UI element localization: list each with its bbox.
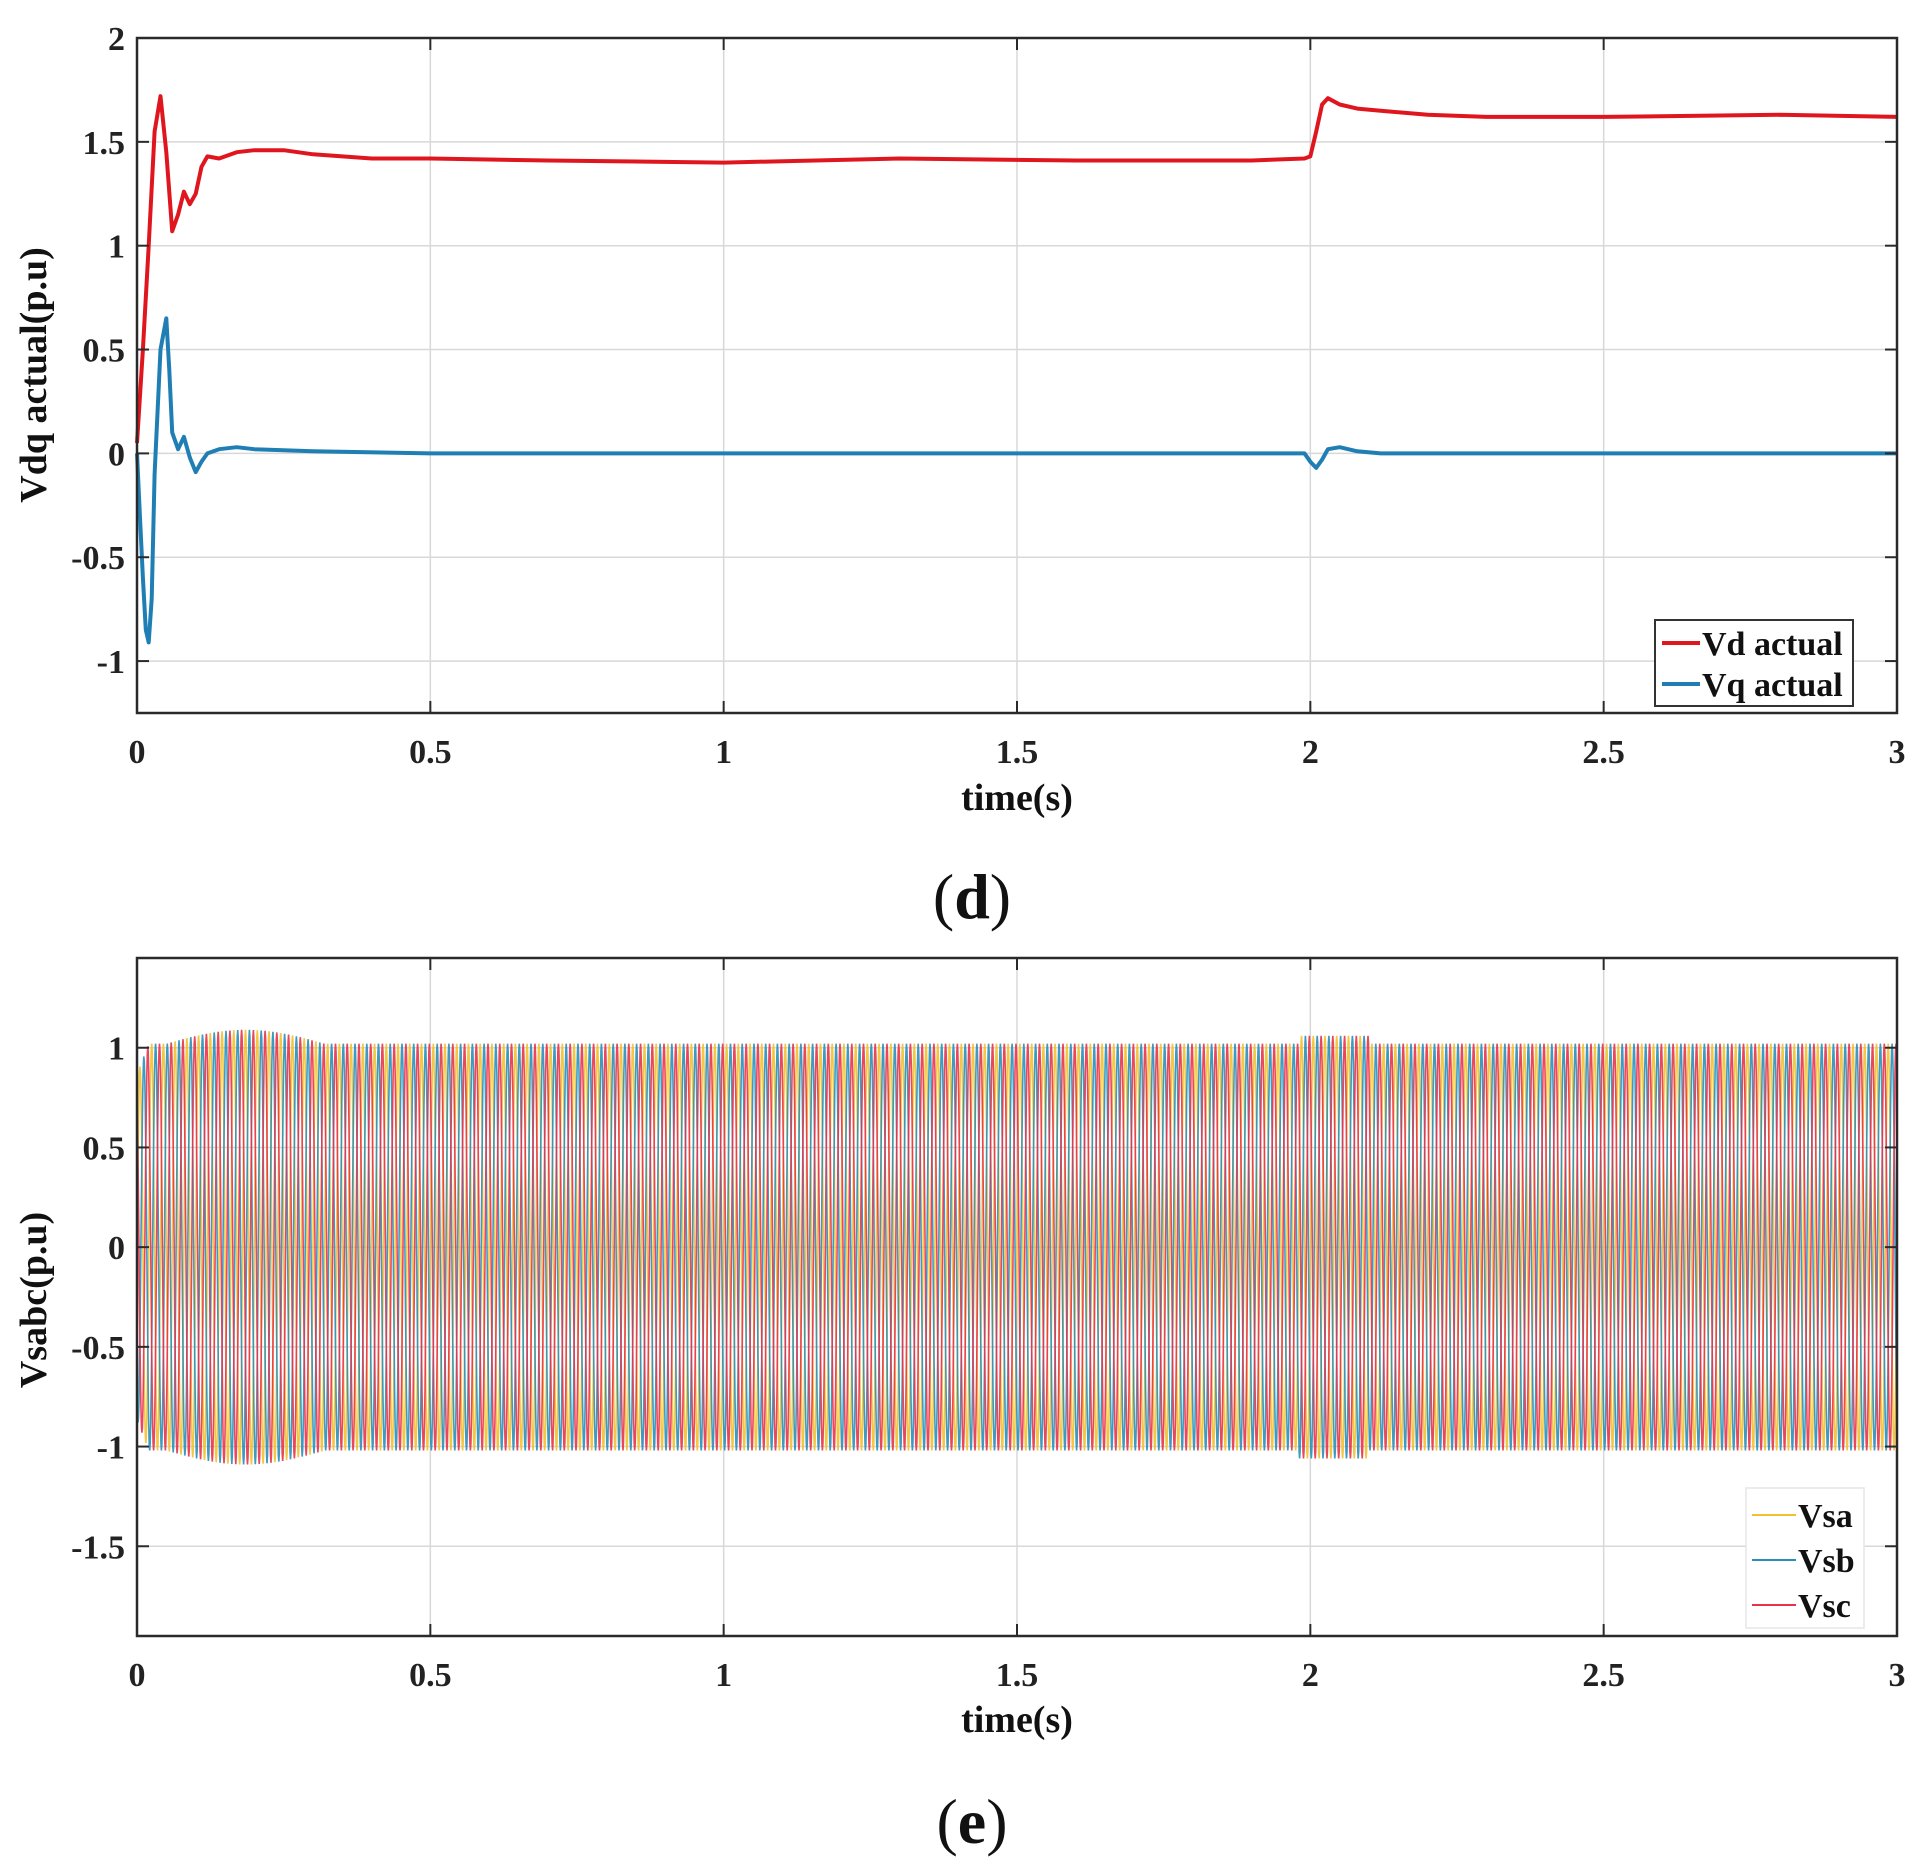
- panel-caption-d: (d): [933, 861, 1011, 932]
- legend-label-vsb: Vsb: [1798, 1543, 1855, 1580]
- caption-letter-e: e: [958, 1786, 986, 1857]
- y-tick-label-d-0: -1: [97, 644, 125, 681]
- series-line-vd-actual: [135, 94, 1898, 444]
- caption-close-d: ): [990, 861, 1011, 932]
- y-ticks-e: -1.5 -1 -0.5 0 0.5 1: [71, 1031, 1897, 1566]
- caption-open-d: (: [933, 861, 954, 932]
- series-line-vsc: [136, 1029, 1898, 1465]
- legend-label-vsc: Vsc: [1798, 1588, 1851, 1625]
- series-line-vsb: [136, 1029, 1898, 1465]
- x-ticks-d: 0 0.5 1 1.5 2 2.5 3: [129, 38, 1906, 771]
- legend-label-vsa: Vsa: [1798, 1498, 1853, 1535]
- series-line-vq-actual: [135, 316, 1897, 645]
- x-tick-label-d-6: 3: [1889, 734, 1906, 771]
- legend-d: Vd actual Vq actual: [1654, 619, 1854, 707]
- legend-label-vd: Vd actual: [1702, 626, 1843, 663]
- y-tick-label-d-2: 0: [108, 436, 125, 473]
- x-tick-label-d-1: 0.5: [409, 734, 452, 771]
- x-axis-title-d: time(s): [961, 777, 1073, 819]
- x-tick-label-e-3: 1.5: [996, 1657, 1039, 1694]
- series-group-e: [136, 1029, 1898, 1465]
- y-axis-title-d: Vdq actual(p.u): [13, 247, 55, 503]
- y-tick-label-d-5: 1.5: [83, 125, 126, 162]
- x-tick-label-d-3: 1.5: [996, 734, 1039, 771]
- y-tick-label-e-4: 0.5: [83, 1130, 126, 1167]
- y-tick-label-d-3: 0.5: [83, 333, 126, 370]
- chart-panel-e: 0 0.5 1 1.5 2 2.5 3 -1.5 -1 -0.5 0 0.5 1 time(s) Vs…: [13, 956, 1906, 1857]
- y-tick-label-d-4: 1: [108, 229, 125, 266]
- x-ticks-e: 0 0.5 1 1.5 2 2.5 3: [129, 958, 1906, 1694]
- y-axis-title-e: Vsabc(p.u): [13, 1212, 55, 1388]
- x-tick-label-e-2: 1: [715, 1657, 732, 1694]
- caption-letter-d: d: [954, 861, 990, 932]
- y-tick-label-d-6: 2: [108, 21, 125, 58]
- chart-panel-d: 0 0.5 1 1.5 2 2.5 3 -1 -0.5 0 0.5 1 1.5 2 time(s) Vd…: [13, 21, 1906, 932]
- x-tick-label-e-6: 3: [1889, 1657, 1906, 1694]
- series-group-d: [135, 94, 1898, 645]
- legend-box-d: [1654, 619, 1854, 707]
- caption-close-e: ): [986, 1786, 1007, 1857]
- y-tick-label-e-1: -1: [97, 1430, 125, 1467]
- series-line-vsa: [136, 1029, 1898, 1465]
- x-tick-label-e-4: 2: [1302, 1657, 1319, 1694]
- y-tick-label-e-3: 0: [108, 1230, 125, 1267]
- x-tick-label-d-4: 2: [1302, 734, 1319, 771]
- x-tick-label-e-1: 0.5: [409, 1657, 452, 1694]
- legend-e: Vsa Vsb Vsc: [1745, 1487, 1865, 1629]
- x-tick-label-e-0: 0: [129, 1657, 146, 1694]
- x-tick-label-d-5: 2.5: [1582, 734, 1625, 771]
- legend-label-vq: Vq actual: [1702, 667, 1843, 704]
- y-tick-label-d-1: -0.5: [71, 540, 125, 577]
- caption-open-e: (: [936, 1786, 957, 1857]
- y-tick-label-e-2: -0.5: [71, 1330, 125, 1367]
- y-tick-label-e-5: 1: [108, 1031, 125, 1068]
- panel-caption-e: (e): [936, 1786, 1007, 1857]
- y-tick-label-e-0: -1.5: [71, 1529, 125, 1566]
- y-ticks-d: -1 -0.5 0 0.5 1 1.5 2: [71, 21, 1897, 681]
- x-axis-title-e: time(s): [961, 1699, 1073, 1741]
- x-tick-label-e-5: 2.5: [1582, 1657, 1625, 1694]
- x-tick-label-d-2: 1: [715, 734, 732, 771]
- x-tick-label-d-0: 0: [129, 734, 146, 771]
